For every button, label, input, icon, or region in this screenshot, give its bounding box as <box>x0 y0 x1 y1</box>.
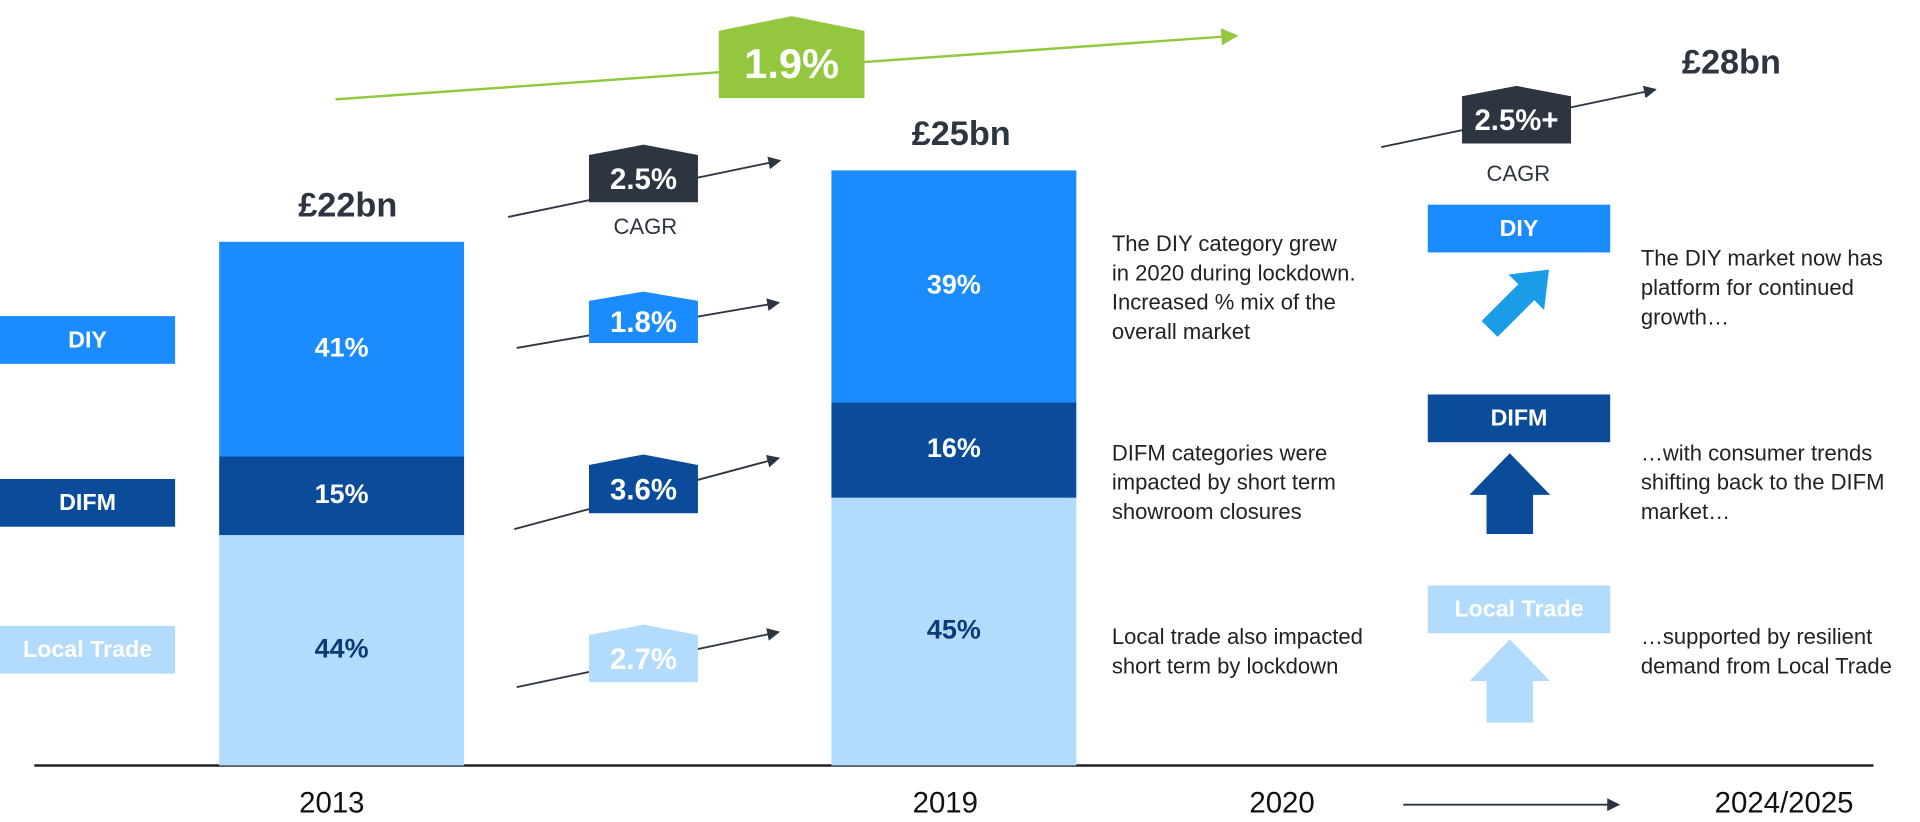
segment-cagr-badge <box>588 624 698 683</box>
overall-cagr-badge <box>718 16 865 99</box>
legend-label: Local Trade <box>23 636 152 662</box>
bar-segment <box>219 456 465 536</box>
cagr-badge-label: 2.5%+ <box>1474 104 1558 137</box>
segment-label: 15% <box>315 479 369 509</box>
note-text: …with consumer trends <box>1641 440 1872 465</box>
cagr-badge-label: 2.5% <box>610 163 677 196</box>
segment-box <box>1427 585 1611 634</box>
note-text: growth… <box>1641 304 1729 329</box>
note-text: short term by lockdown <box>1112 653 1339 678</box>
note-text: The DIY market now has <box>1641 246 1883 271</box>
total-label: £25bn <box>912 115 1011 153</box>
total-label: £28bn <box>1682 44 1781 82</box>
cagr-caption: CAGR <box>1487 161 1551 186</box>
bar-segment <box>831 497 1077 766</box>
diy-arrow <box>1481 269 1549 337</box>
note-text: DIFM categories were <box>1112 440 1327 465</box>
note-text: demand from Local Trade <box>1641 653 1892 678</box>
legend-label: DIY <box>68 326 107 352</box>
legend-swatch <box>0 316 176 364</box>
segment-box-label: DIY <box>1500 215 1539 241</box>
segment-cagr-badge-label: 2.7% <box>610 643 677 676</box>
note-text: market… <box>1641 499 1730 524</box>
segment-cagr-badge <box>588 291 698 344</box>
note-text: overall market <box>1112 319 1250 344</box>
legend-label: DIFM <box>59 489 116 515</box>
legend-swatch <box>0 478 176 527</box>
segment-cagr-badge-label: 3.6% <box>610 473 677 506</box>
x-tick-label: 2024/2025 <box>1715 786 1854 819</box>
bar-segment <box>219 535 465 766</box>
x-tick-label: 2020 <box>1249 786 1314 819</box>
note-text: impacted by short term <box>1112 470 1336 495</box>
cagr-badge <box>588 144 698 203</box>
x-tick-label: 2013 <box>299 786 364 819</box>
bar-segment <box>219 241 465 457</box>
legend-swatch <box>0 625 176 674</box>
segment-label: 16% <box>927 433 981 463</box>
note-text: shifting back to the DIFM <box>1641 470 1885 495</box>
note-text: platform for continued <box>1641 275 1854 300</box>
segment-label: 44% <box>315 633 369 663</box>
segment-box-label: Local Trade <box>1454 596 1583 622</box>
total-label: £22bn <box>298 187 397 225</box>
local-trade-arrow <box>1469 639 1551 723</box>
overall-cagr-badge-label: 1.9% <box>744 40 839 87</box>
difm-arrow <box>1469 453 1551 535</box>
note-text: …supported by resilient <box>1641 624 1872 649</box>
segment-box <box>1427 204 1611 253</box>
cagr-caption: CAGR <box>613 214 677 239</box>
segment-label: 45% <box>927 615 981 645</box>
x-tick-label: 2019 <box>913 786 978 819</box>
note-text: Local trade also impacted <box>1112 624 1363 649</box>
segment-label: 41% <box>315 332 369 362</box>
segment-label: 39% <box>927 270 981 300</box>
cagr-badge <box>1462 85 1572 144</box>
segment-box-label: DIFM <box>1491 405 1548 431</box>
note-text: in 2020 during lockdown. <box>1112 260 1356 285</box>
note-text: The DIY category grew <box>1112 231 1337 256</box>
bar-segment <box>831 402 1077 498</box>
note-text: showroom closures <box>1112 499 1302 524</box>
segment-cagr-badge <box>588 454 698 514</box>
bar-segment <box>831 170 1077 403</box>
segment-box <box>1427 394 1611 443</box>
note-text: Increased % mix of the <box>1112 290 1336 315</box>
segment-cagr-badge-label: 1.8% <box>610 306 677 339</box>
